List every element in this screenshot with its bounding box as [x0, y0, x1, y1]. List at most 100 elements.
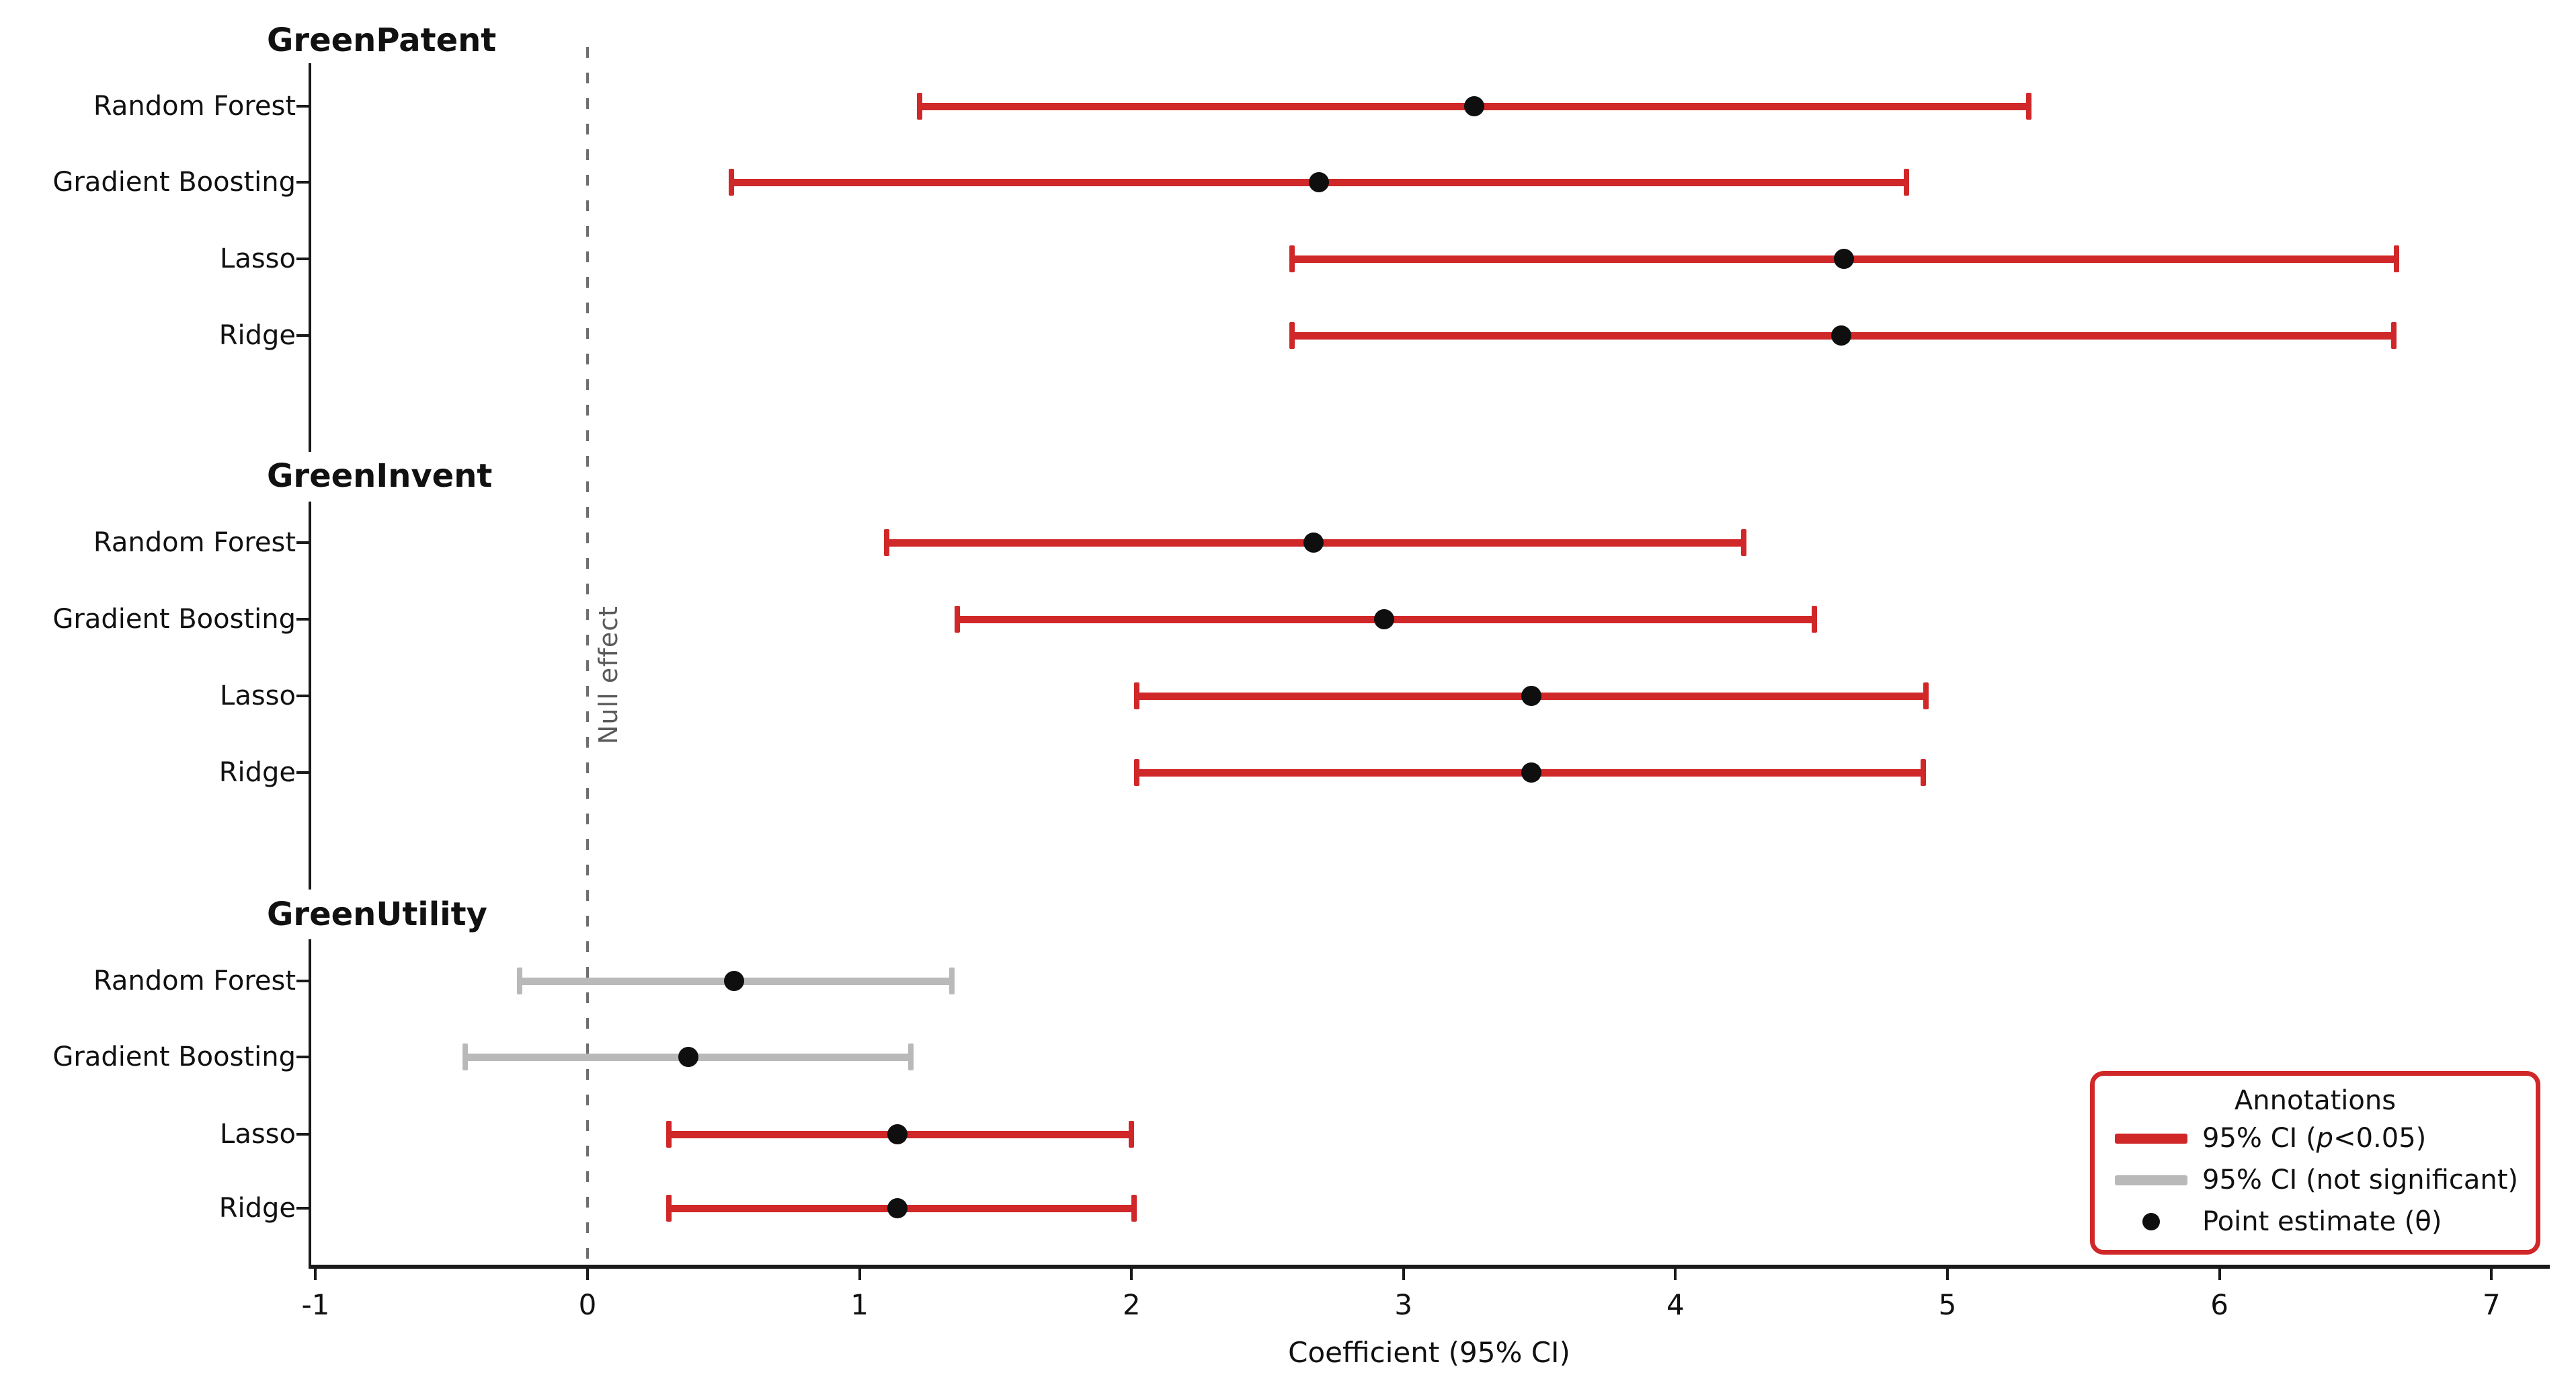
legend-title: Annotations — [2234, 1085, 2397, 1116]
point-estimate-dot — [1374, 609, 1395, 629]
x-tick-label: 0 — [578, 1288, 597, 1321]
x-tick-label: 1 — [850, 1288, 869, 1321]
point-estimate-dot — [1521, 686, 1541, 706]
ci-cap-low — [916, 93, 922, 120]
ci-cap-low — [666, 1121, 672, 1148]
ci-cap-low — [884, 529, 890, 556]
ci-cap-high — [1131, 1195, 1137, 1222]
x-tick — [1402, 1267, 1405, 1280]
gray-line-icon — [2115, 1175, 2187, 1185]
point-estimate-dot — [1463, 96, 1484, 116]
significant-ci-swatch-icon — [2115, 1133, 2187, 1144]
ci-cap-high — [908, 1043, 914, 1070]
y-label-gradient-boosting: Gradient Boosting — [52, 167, 296, 198]
x-tick — [858, 1267, 861, 1280]
ci-cap-low — [729, 169, 735, 196]
legend-label-part: 95% CI ( — [2202, 1123, 2317, 1154]
ci-cap-low — [1289, 322, 1295, 349]
legend-item-not-significant: 95% CI (not significant) — [2095, 1159, 2536, 1201]
ci-cap-high — [2026, 93, 2032, 120]
y-label-random-forest: Random Forest — [93, 966, 296, 996]
ci-cap-high — [2390, 322, 2397, 349]
ci-cap-high — [2393, 245, 2399, 272]
legend-item-label: Point estimate (θ) — [2202, 1206, 2442, 1237]
x-tick — [314, 1267, 317, 1280]
x-tick-label: 2 — [1122, 1288, 1141, 1321]
y-label-gradient-boosting: Gradient Boosting — [52, 604, 296, 635]
x-tick — [1674, 1267, 1677, 1280]
group-title-greeninvent: GreenInvent — [267, 457, 493, 495]
legend-label-part: <0.05) — [2333, 1123, 2427, 1154]
y-label-ridge: Ridge — [218, 320, 296, 351]
ci-cap-low — [516, 968, 522, 994]
ci-cap-low — [462, 1043, 468, 1070]
y-tick — [296, 695, 310, 697]
black-dot-icon — [2142, 1213, 2160, 1230]
point-estimate-dot — [1303, 533, 1324, 553]
legend-item-label: 95% CI (p<0.05) — [2202, 1122, 2426, 1154]
legend-item-significant: 95% CI (p<0.05) — [2095, 1117, 2536, 1159]
y-tick — [296, 1207, 310, 1210]
ci-cap-high — [1923, 682, 1929, 709]
nonsignificant-ci-swatch-icon — [2115, 1175, 2187, 1185]
point-estimate-dot — [678, 1047, 698, 1067]
y-label-gradient-boosting: Gradient Boosting — [52, 1041, 296, 1072]
x-tick-label: 3 — [1394, 1288, 1413, 1321]
point-estimate-dot — [1834, 249, 1855, 269]
point-estimate-dot — [887, 1198, 908, 1218]
x-axis-line — [309, 1265, 2550, 1269]
ci-cap-high — [949, 968, 955, 994]
y-tick — [296, 980, 310, 982]
x-tick — [2218, 1267, 2221, 1280]
y-tick — [296, 771, 310, 774]
y-tick — [296, 541, 310, 544]
group-title-greenutility: GreenUtility — [267, 896, 487, 933]
y-tick — [296, 1133, 310, 1136]
x-tick-label: 7 — [2482, 1288, 2501, 1321]
y-label-random-forest: Random Forest — [93, 527, 296, 558]
y-tick — [296, 618, 310, 621]
null-effect-line — [586, 47, 589, 1267]
red-line-icon — [2115, 1133, 2187, 1144]
x-tick-label: 4 — [1666, 1288, 1685, 1321]
legend-item-point-estimate: Point estimate (θ) — [2095, 1201, 2536, 1243]
point-estimate-dot — [724, 971, 745, 991]
y-label-ridge: Ridge — [218, 1193, 296, 1224]
legend-label-italic-p: p — [2316, 1123, 2334, 1154]
legend: Annotations 95% CI (p<0.05) 95% CI (not … — [2090, 1071, 2540, 1255]
ci-cap-low — [1289, 245, 1295, 272]
ci-cap-low — [955, 606, 961, 633]
y-axis-line — [309, 63, 311, 452]
ci-cap-high — [1811, 606, 1817, 633]
null-effect-label: Null effect — [594, 605, 623, 744]
x-tick-label: -1 — [301, 1288, 330, 1321]
ci-cap-high — [1129, 1121, 1135, 1148]
y-tick — [296, 1056, 310, 1058]
ci-cap-high — [1904, 169, 1910, 196]
legend-item-label: 95% CI (not significant) — [2202, 1165, 2519, 1195]
y-tick — [296, 258, 310, 260]
ci-cap-high — [1920, 759, 1926, 786]
ci-cap-low — [666, 1195, 672, 1222]
y-axis-line — [309, 939, 311, 1267]
x-axis-title: Coefficient (95% CI) — [1288, 1336, 1570, 1369]
y-label-lasso: Lasso — [220, 243, 296, 274]
x-tick — [586, 1267, 589, 1280]
x-tick — [1130, 1267, 1133, 1280]
y-label-lasso: Lasso — [220, 1119, 296, 1150]
ci-cap-high — [1740, 529, 1746, 556]
y-tick — [296, 181, 310, 184]
y-axis-line — [309, 502, 311, 890]
ci-cap-low — [1134, 682, 1140, 709]
x-tick-label: 5 — [1938, 1288, 1957, 1321]
point-estimate-dot — [1309, 172, 1330, 192]
x-tick-label: 6 — [2210, 1288, 2228, 1321]
x-tick — [2490, 1267, 2493, 1280]
x-tick — [1946, 1267, 1949, 1280]
point-estimate-swatch-icon — [2115, 1213, 2187, 1230]
group-title-greenpatent: GreenPatent — [267, 22, 497, 59]
y-label-lasso: Lasso — [220, 680, 296, 711]
y-label-random-forest: Random Forest — [93, 91, 296, 122]
point-estimate-dot — [887, 1124, 908, 1144]
